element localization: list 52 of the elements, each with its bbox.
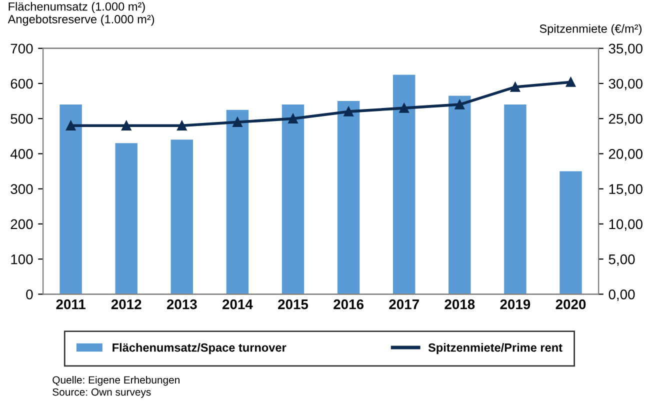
point — [121, 120, 132, 130]
point — [66, 120, 76, 130]
y2-tick-label: 30,00 — [608, 78, 642, 90]
y2-tick-label: 15,00 — [609, 184, 642, 196]
point — [232, 117, 242, 127]
x-tick-label: 2012 — [111, 299, 142, 310]
point — [566, 77, 576, 87]
bar — [560, 171, 582, 294]
bar — [170, 140, 194, 294]
y-tick-label: 500 — [10, 114, 33, 124]
y-tick-label: 600 — [10, 78, 33, 89]
point — [454, 100, 465, 110]
y-axis-title: Flächenumsatz (1.000 m²) Angebotsreserve (1.000 m²) — [8, 2, 154, 26]
y-tick-label: 700 — [10, 44, 33, 54]
bar — [282, 104, 304, 294]
bar — [226, 110, 249, 294]
point — [344, 106, 354, 116]
y2-tick-label: 35,00 — [608, 44, 642, 56]
legend-label: Spitzenmiete/Prime rent — [428, 343, 562, 354]
y-tick-label: 200 — [10, 219, 33, 230]
bar — [60, 104, 82, 294]
x-tick-label: 2014 — [222, 299, 253, 310]
y-tick-label: 400 — [10, 149, 33, 159]
x-tick-label: 2016 — [334, 299, 364, 310]
y2-axis-title: Spitzenmiete (€/m²) — [540, 24, 642, 36]
x-tick-label: 2013 — [166, 299, 197, 310]
bar — [504, 104, 526, 294]
point — [177, 120, 187, 130]
x-tick-label: 2015 — [278, 299, 308, 310]
y2-tick-label: 5,00 — [608, 254, 635, 266]
bar — [448, 96, 471, 294]
bar — [393, 74, 416, 294]
bar — [115, 143, 138, 294]
x-tick-label: 2019 — [500, 299, 530, 310]
y2-tick-label: 0,00 — [608, 290, 635, 301]
bar — [337, 101, 360, 294]
y-tick-label: 100 — [11, 254, 33, 264]
x-tick-label: 2017 — [389, 299, 419, 310]
x-tick-label: 2020 — [556, 299, 586, 310]
y2-tick-label: 10,00 — [609, 219, 642, 231]
x-tick-label: 2011 — [56, 299, 86, 310]
legend-label: Flächenumsatz/Space turnover — [112, 343, 286, 354]
y-tick-label: 300 — [10, 184, 33, 194]
y-tick-label: 0 — [26, 290, 33, 300]
x-tick-label: 2018 — [444, 299, 475, 310]
y2-tick-label: 20,00 — [608, 149, 642, 161]
y2-tick-label: 25,00 — [608, 114, 642, 126]
source-note: Quelle: Eigene Erhebungen — [52, 376, 180, 386]
point — [510, 82, 520, 92]
source-note: Source: Own surveys — [52, 388, 151, 398]
point — [288, 114, 298, 124]
point — [399, 103, 409, 113]
